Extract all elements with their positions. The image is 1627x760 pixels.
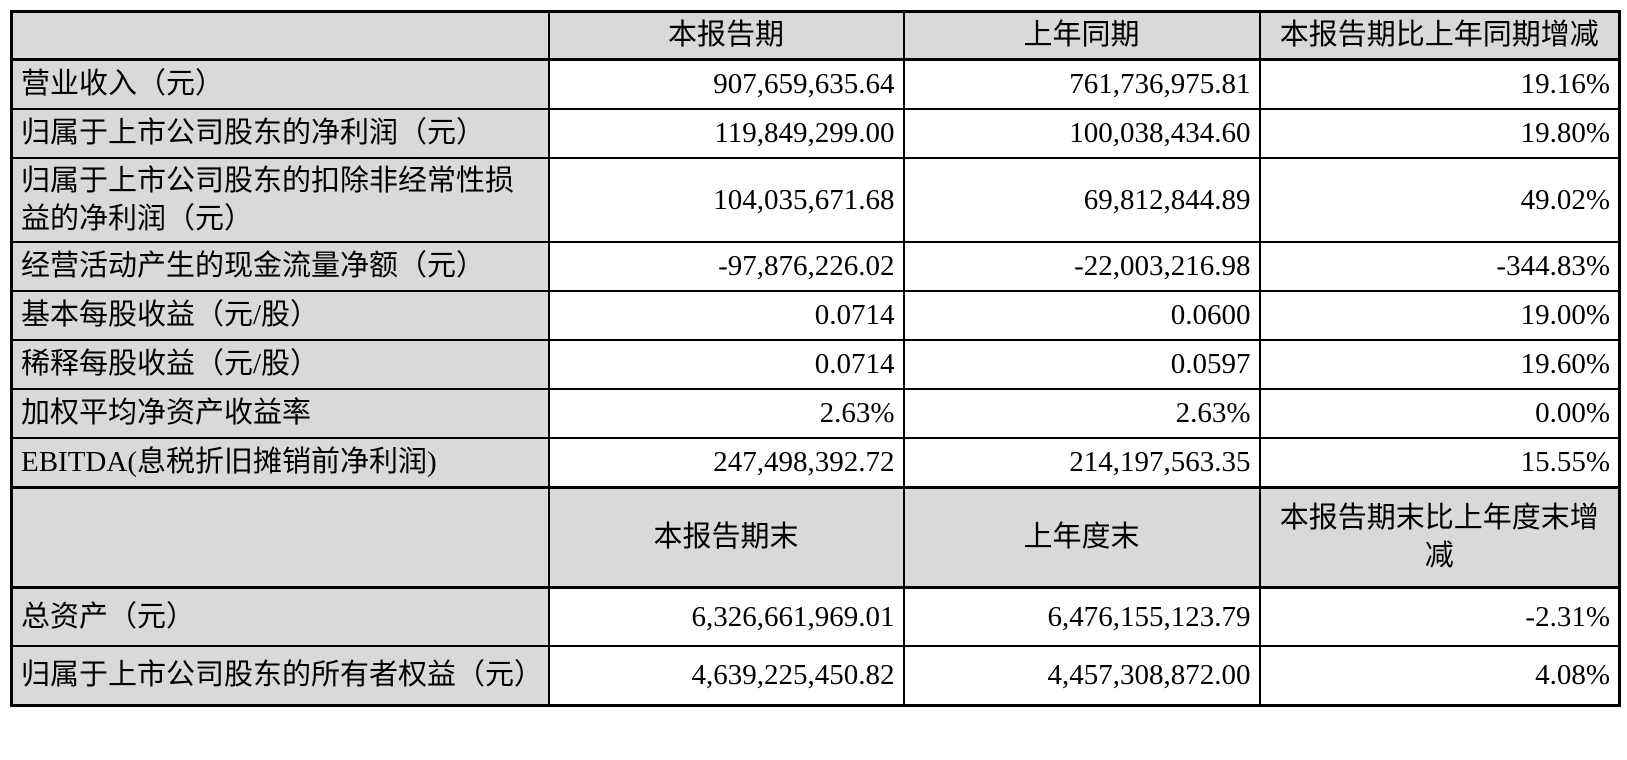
- value-change: 49.02%: [1258, 156, 1621, 244]
- table-row: 加权平均净资产收益率 2.63% 2.63% 0.00%: [10, 388, 1621, 440]
- row-label: 归属于上市公司股东的净利润（元）: [10, 107, 550, 159]
- value-prior-period: 2.63%: [902, 388, 1261, 440]
- table-row: 基本每股收益（元/股） 0.0714 0.0600 19.00%: [10, 290, 1621, 342]
- value-current-period: 0.0714: [547, 290, 905, 342]
- table-row: 归属于上市公司股东的净利润（元） 119,849,299.00 100,038,43…: [10, 107, 1621, 159]
- row-label: 稀释每股收益（元/股）: [10, 339, 550, 391]
- value-prior-period: 100,038,434.60: [902, 107, 1261, 159]
- header-row: 本报告期 上年同期 本报告期比上年同期增减: [10, 10, 1621, 61]
- column-header: 本报告期比上年同期增减: [1258, 10, 1621, 61]
- value-current-period: 119,849,299.00: [547, 107, 905, 159]
- value-current-period: 907,659,635.64: [547, 58, 905, 110]
- value-prior-period: -22,003,216.98: [902, 241, 1261, 293]
- table-row: 总资产（元） 6,326,661,969.01 6,476,155,123.79 -2…: [10, 586, 1621, 648]
- column-header: 上年同期: [902, 10, 1261, 61]
- value-current-period: 0.0714: [547, 339, 905, 391]
- value-prior-period: 4,457,308,872.00: [902, 645, 1261, 707]
- table-row: 经营活动产生的现金流量净额（元） -97,876,226.02 -22,003,21…: [10, 241, 1621, 293]
- value-prior-period: 0.0600: [902, 290, 1261, 342]
- value-prior-period: 214,197,563.35: [902, 437, 1261, 489]
- value-current-period: -97,876,226.02: [547, 241, 905, 293]
- value-change: 15.55%: [1258, 437, 1621, 489]
- financial-summary-table: 本报告期 上年同期 本报告期比上年同期增减 营业收入（元） 907,659,635.64…: [10, 10, 1621, 707]
- table-row: 营业收入（元） 907,659,635.64 761,736,975.81 19.16…: [10, 58, 1621, 110]
- table-row: 归属于上市公司股东的扣除非经常性损益的净利润（元） 104,035,671.68 6…: [10, 156, 1621, 244]
- value-prior-period: 761,736,975.81: [902, 58, 1261, 110]
- value-change: 19.60%: [1258, 339, 1621, 391]
- corner-cell: [10, 10, 550, 61]
- value-current-period: 4,639,225,450.82: [547, 645, 905, 707]
- value-change: 19.00%: [1258, 290, 1621, 342]
- column-header: 上年度末: [902, 485, 1261, 589]
- row-label: 加权平均净资产收益率: [10, 388, 550, 440]
- row-label: 总资产（元）: [10, 586, 550, 648]
- row-label: EBITDA(息税折旧摊销前净利润): [10, 437, 550, 489]
- header-row: 本报告期末 上年度末 本报告期末比上年度末增减: [10, 485, 1621, 589]
- column-header: 本报告期: [547, 10, 905, 61]
- value-change: -2.31%: [1258, 586, 1621, 648]
- financial-table-body: 本报告期 上年同期 本报告期比上年同期增减 营业收入（元） 907,659,635.64…: [10, 10, 1621, 707]
- corner-cell: [10, 485, 550, 589]
- value-change: 4.08%: [1258, 645, 1621, 707]
- row-label: 归属于上市公司股东的所有者权益（元）: [10, 645, 550, 707]
- column-header: 本报告期末比上年度末增减: [1258, 485, 1621, 589]
- value-current-period: 2.63%: [547, 388, 905, 440]
- table-row: 归属于上市公司股东的所有者权益（元） 4,639,225,450.82 4,457,…: [10, 645, 1621, 707]
- value-change: -344.83%: [1258, 241, 1621, 293]
- value-prior-period: 0.0597: [902, 339, 1261, 391]
- row-label: 经营活动产生的现金流量净额（元）: [10, 241, 550, 293]
- value-prior-period: 6,476,155,123.79: [902, 586, 1261, 648]
- value-current-period: 6,326,661,969.01: [547, 586, 905, 648]
- table-row: EBITDA(息税折旧摊销前净利润) 247,498,392.72 214,197,…: [10, 437, 1621, 489]
- row-label: 归属于上市公司股东的扣除非经常性损益的净利润（元）: [10, 156, 550, 244]
- value-change: 19.80%: [1258, 107, 1621, 159]
- column-header: 本报告期末: [547, 485, 905, 589]
- value-prior-period: 69,812,844.89: [902, 156, 1261, 244]
- value-current-period: 247,498,392.72: [547, 437, 905, 489]
- value-current-period: 104,035,671.68: [547, 156, 905, 244]
- value-change: 0.00%: [1258, 388, 1621, 440]
- row-label: 基本每股收益（元/股）: [10, 290, 550, 342]
- table-row: 稀释每股收益（元/股） 0.0714 0.0597 19.60%: [10, 339, 1621, 391]
- value-change: 19.16%: [1258, 58, 1621, 110]
- row-label: 营业收入（元）: [10, 58, 550, 110]
